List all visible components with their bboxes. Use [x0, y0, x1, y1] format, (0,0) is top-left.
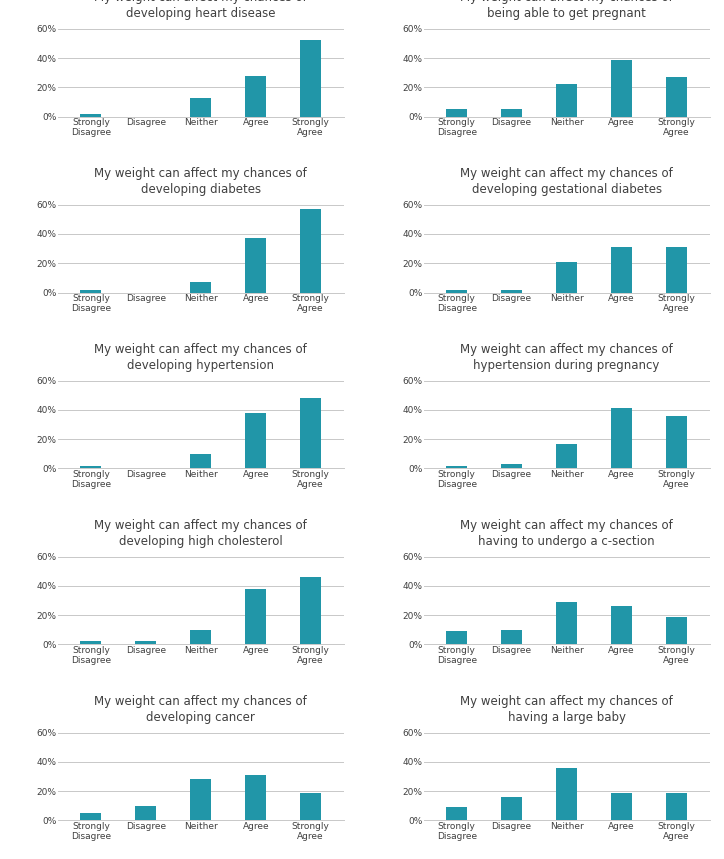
Bar [245, 76, 266, 117]
Bar [611, 409, 632, 468]
Bar [80, 289, 101, 293]
Title: My weight can affect my chances of
hypertension during pregnancy: My weight can affect my chances of hyper… [460, 344, 673, 372]
Bar [611, 793, 632, 820]
Bar [80, 642, 101, 644]
Bar [501, 797, 522, 820]
Bar [501, 630, 522, 644]
Bar [190, 454, 211, 468]
Bar [501, 109, 522, 117]
Bar [666, 77, 687, 117]
Bar [666, 617, 687, 644]
Bar [80, 113, 101, 117]
Bar [245, 588, 266, 644]
Bar [501, 289, 522, 293]
Bar [80, 813, 101, 820]
Bar [135, 642, 156, 644]
Bar [300, 577, 321, 644]
Title: My weight can affect my chances of
developing high cholesterol: My weight can affect my chances of devel… [94, 519, 307, 548]
Title: My weight can affect my chances of
developing diabetes: My weight can affect my chances of devel… [94, 168, 307, 196]
Bar [666, 247, 687, 293]
Bar [190, 283, 211, 293]
Title: My weight can affect my chances of
developing hypertension: My weight can affect my chances of devel… [94, 344, 307, 372]
Bar [245, 239, 266, 293]
Bar [190, 779, 211, 820]
Bar [245, 775, 266, 820]
Bar [80, 466, 101, 468]
Bar [556, 768, 577, 820]
Bar [611, 59, 632, 117]
Bar [446, 807, 467, 820]
Bar [556, 84, 577, 117]
Title: My weight can affect my chances of
developing cancer: My weight can affect my chances of devel… [94, 695, 307, 724]
Bar [611, 247, 632, 293]
Bar [556, 443, 577, 468]
Bar [556, 602, 577, 644]
Bar [666, 793, 687, 820]
Bar [666, 416, 687, 468]
Bar [300, 40, 321, 117]
Bar [446, 466, 467, 468]
Bar [556, 262, 577, 293]
Bar [300, 793, 321, 820]
Title: My weight can affect my chances of
developing gestational diabetes: My weight can affect my chances of devel… [460, 168, 673, 196]
Bar [190, 98, 211, 117]
Bar [611, 606, 632, 644]
Bar [501, 464, 522, 468]
Title: My weight can affect my chances of
developing heart disease: My weight can affect my chances of devel… [94, 0, 307, 21]
Bar [245, 413, 266, 468]
Title: My weight can affect my chances of
having a large baby: My weight can affect my chances of havin… [460, 695, 673, 724]
Bar [446, 631, 467, 644]
Bar [446, 109, 467, 117]
Bar [300, 209, 321, 293]
Bar [135, 806, 156, 820]
Bar [446, 289, 467, 293]
Title: My weight can affect my chances of
having to undergo a c-section: My weight can affect my chances of havin… [460, 519, 673, 548]
Bar [300, 399, 321, 468]
Title: My weight can affect my chances of
being able to get pregnant: My weight can affect my chances of being… [460, 0, 673, 21]
Bar [190, 630, 211, 644]
